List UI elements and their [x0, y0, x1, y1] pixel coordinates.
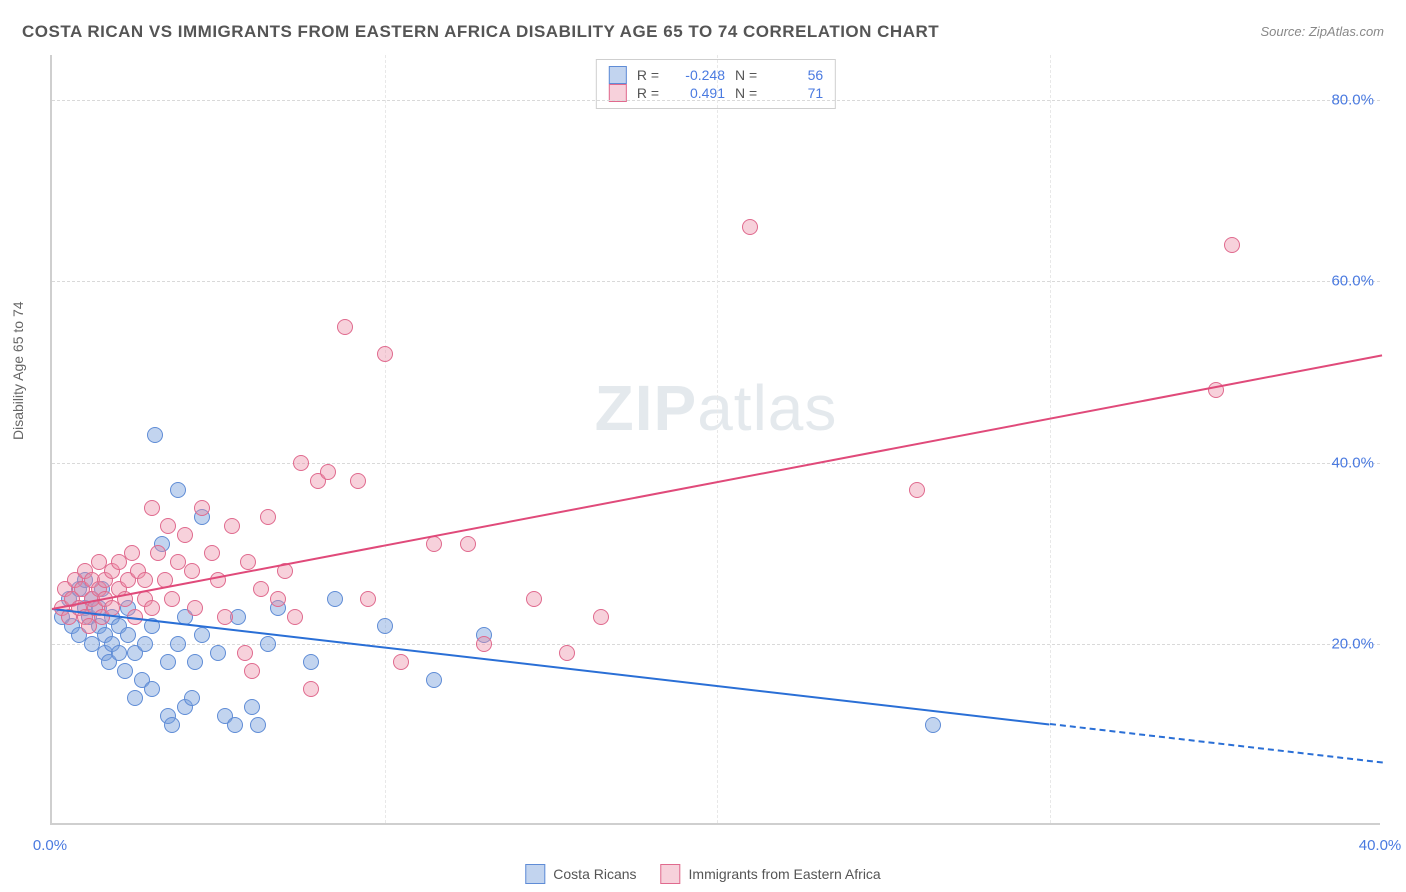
scatter-point — [144, 681, 160, 697]
scatter-point — [270, 591, 286, 607]
scatter-point — [925, 717, 941, 733]
scatter-point — [250, 717, 266, 733]
y-axis-title: Disability Age 65 to 74 — [10, 301, 26, 440]
stat-row-0: R = -0.248 N = 56 — [609, 66, 823, 84]
stats-box: R = -0.248 N = 56 R = 0.491 N = 71 — [596, 59, 836, 109]
scatter-point — [260, 636, 276, 652]
scatter-point — [260, 509, 276, 525]
scatter-point — [287, 609, 303, 625]
scatter-point — [253, 581, 269, 597]
gridline-vertical — [717, 55, 718, 823]
scatter-point — [327, 591, 343, 607]
scatter-point — [170, 482, 186, 498]
y-tick-label: 20.0% — [1331, 635, 1374, 652]
scatter-point — [909, 482, 925, 498]
legend-item-1: Immigrants from Eastern Africa — [661, 864, 881, 884]
scatter-point — [117, 663, 133, 679]
scatter-point — [144, 600, 160, 616]
scatter-point — [320, 464, 336, 480]
y-tick-label: 80.0% — [1331, 92, 1374, 109]
scatter-point — [293, 455, 309, 471]
n-label: N = — [735, 85, 757, 101]
scatter-point — [204, 545, 220, 561]
x-tick-label: 0.0% — [33, 837, 67, 854]
scatter-point — [111, 645, 127, 661]
scatter-point — [217, 609, 233, 625]
scatter-point — [137, 572, 153, 588]
gridline-vertical — [1050, 55, 1051, 823]
scatter-point — [177, 527, 193, 543]
gridline-vertical — [385, 55, 386, 823]
n-value-0: 56 — [767, 67, 823, 83]
scatter-point — [184, 563, 200, 579]
scatter-point — [426, 536, 442, 552]
gridline-horizontal — [52, 100, 1380, 101]
watermark-light: atlas — [697, 372, 837, 444]
gridline-horizontal — [52, 281, 1380, 282]
chart-title: COSTA RICAN VS IMMIGRANTS FROM EASTERN A… — [22, 22, 939, 42]
scatter-point — [120, 627, 136, 643]
scatter-point — [526, 591, 542, 607]
legend-swatch-1 — [661, 864, 681, 884]
scatter-point — [240, 554, 256, 570]
y-tick-label: 40.0% — [1331, 454, 1374, 471]
scatter-point — [144, 500, 160, 516]
r-label: R = — [637, 67, 659, 83]
scatter-point — [303, 681, 319, 697]
n-label: N = — [735, 67, 757, 83]
scatter-point — [460, 536, 476, 552]
y-tick-label: 60.0% — [1331, 273, 1374, 290]
scatter-point — [194, 500, 210, 516]
legend-label-1: Immigrants from Eastern Africa — [689, 866, 881, 882]
gridline-horizontal — [52, 644, 1380, 645]
legend-swatch-0 — [525, 864, 545, 884]
scatter-point — [170, 636, 186, 652]
scatter-point — [350, 473, 366, 489]
n-value-1: 71 — [767, 85, 823, 101]
scatter-point — [187, 654, 203, 670]
scatter-point — [194, 627, 210, 643]
trendline — [1049, 723, 1382, 763]
scatter-point — [244, 663, 260, 679]
r-label: R = — [637, 85, 659, 101]
x-tick-label: 40.0% — [1359, 837, 1402, 854]
scatter-point — [559, 645, 575, 661]
bottom-legend: Costa Ricans Immigrants from Eastern Afr… — [525, 864, 880, 884]
scatter-point — [184, 690, 200, 706]
scatter-point — [150, 545, 166, 561]
scatter-point — [303, 654, 319, 670]
scatter-point — [124, 545, 140, 561]
scatter-point — [160, 654, 176, 670]
scatter-point — [742, 219, 758, 235]
scatter-point — [377, 346, 393, 362]
scatter-point — [337, 319, 353, 335]
scatter-point — [137, 636, 153, 652]
watermark: ZIPatlas — [595, 371, 838, 445]
scatter-point — [127, 690, 143, 706]
source-attribution: Source: ZipAtlas.com — [1260, 24, 1384, 39]
scatter-point — [593, 609, 609, 625]
swatch-series-0 — [609, 66, 627, 84]
scatter-point — [147, 427, 163, 443]
scatter-point — [210, 645, 226, 661]
scatter-point — [244, 699, 260, 715]
scatter-point — [360, 591, 376, 607]
scatter-point — [237, 645, 253, 661]
legend-label-0: Costa Ricans — [553, 866, 636, 882]
scatter-point — [377, 618, 393, 634]
scatter-point — [160, 518, 176, 534]
scatter-point — [393, 654, 409, 670]
scatter-point — [224, 518, 240, 534]
plot-area: ZIPatlas R = -0.248 N = 56 R = 0.491 N =… — [50, 55, 1380, 825]
watermark-bold: ZIP — [595, 372, 698, 444]
scatter-point — [476, 636, 492, 652]
scatter-point — [1224, 237, 1240, 253]
legend-item-0: Costa Ricans — [525, 864, 636, 884]
scatter-point — [227, 717, 243, 733]
scatter-point — [164, 717, 180, 733]
gridline-horizontal — [52, 463, 1380, 464]
scatter-point — [164, 591, 180, 607]
scatter-point — [426, 672, 442, 688]
scatter-point — [187, 600, 203, 616]
